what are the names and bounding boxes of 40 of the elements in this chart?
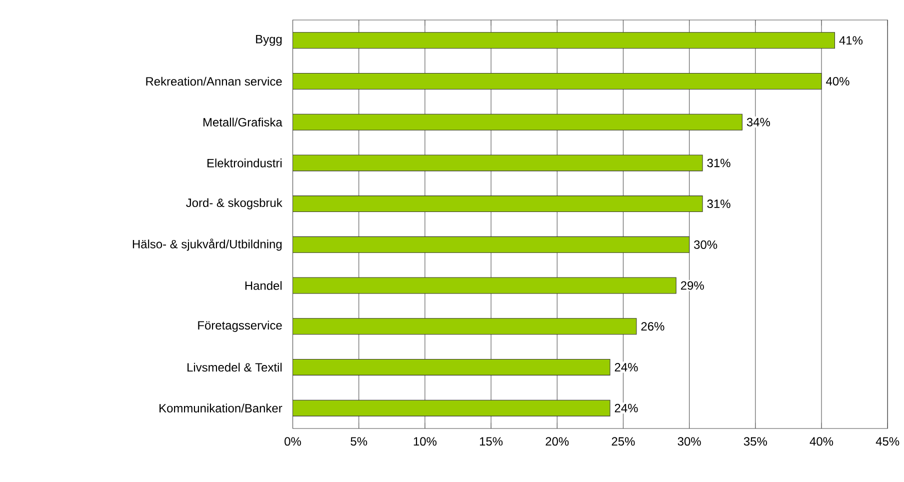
bar <box>292 114 742 130</box>
data-label: 34% <box>746 118 770 126</box>
bar <box>292 400 610 416</box>
x-tick-label: 0% <box>284 437 301 446</box>
bar <box>292 196 703 212</box>
y-tick-label: Hälso- & sjukvård/Utbildning <box>132 238 282 251</box>
bar <box>292 318 637 335</box>
x-tick-label: 15% <box>480 437 503 446</box>
y-tick-label: Metall/Grafiska <box>203 118 282 127</box>
bar <box>292 277 676 294</box>
x-tick-label: 25% <box>612 437 635 446</box>
bar <box>292 73 822 90</box>
bar <box>292 32 835 49</box>
bar <box>292 236 690 254</box>
data-label: 40% <box>826 77 850 86</box>
y-tick-label: Handel <box>245 281 282 290</box>
data-label: 30% <box>694 240 718 250</box>
x-tick-label: 45% <box>876 437 900 446</box>
y-tick-label: Bygg <box>256 35 282 46</box>
y-tick-label: Rekreation/Annan service <box>146 76 282 86</box>
x-tick-label: 10% <box>414 437 436 446</box>
x-tick-label: 35% <box>744 437 767 446</box>
data-label: 26% <box>641 322 664 331</box>
data-label: 41% <box>839 36 863 45</box>
data-label: 24% <box>614 404 638 412</box>
x-tick-label: 20% <box>546 437 569 446</box>
y-tick-label: Jord- & skogsbruk <box>186 198 282 210</box>
x-tick-label: 5% <box>350 437 368 446</box>
x-tick-label: 40% <box>810 437 834 446</box>
data-label: 31% <box>707 200 730 208</box>
bar <box>292 359 610 376</box>
y-tick-label: Elektroindustri <box>207 158 282 168</box>
x-tick-label: 30% <box>678 437 701 446</box>
bar <box>292 154 703 172</box>
data-label: 31% <box>707 158 730 168</box>
y-tick-label: Kommunikation/Banker <box>160 404 282 413</box>
data-label: 24% <box>614 363 638 372</box>
y-tick-label: Livsmedel & Textil <box>188 362 282 372</box>
data-label: 29% <box>680 281 704 290</box>
y-tick-label: Företagsservice <box>198 320 282 332</box>
